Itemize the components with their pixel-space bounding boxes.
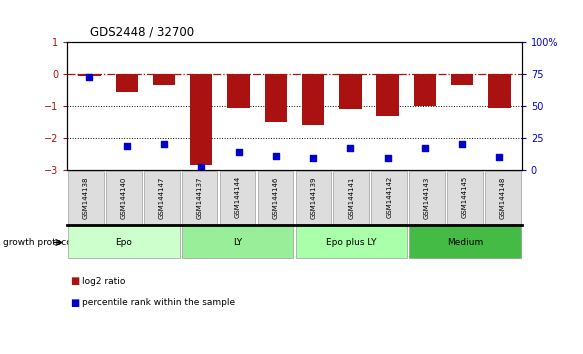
Point [196, 165, 206, 170]
Point [420, 145, 430, 151]
Point [271, 153, 280, 159]
Text: percentile rank within the sample: percentile rank within the sample [82, 298, 235, 307]
Text: GSM144145: GSM144145 [462, 176, 468, 218]
Point [308, 156, 318, 161]
Text: GSM144137: GSM144137 [196, 176, 203, 219]
Bar [115, 74, 138, 92]
Text: ■: ■ [70, 298, 79, 308]
Point [159, 142, 168, 147]
Point [234, 149, 243, 155]
Text: ■: ■ [70, 276, 79, 286]
Text: Epo: Epo [115, 238, 132, 247]
Bar [451, 74, 473, 86]
Text: log2 ratio: log2 ratio [82, 277, 125, 286]
Text: growth protocol: growth protocol [3, 238, 74, 247]
Point [85, 74, 94, 80]
Bar [153, 74, 175, 86]
Text: Medium: Medium [447, 238, 483, 247]
Bar [265, 74, 287, 122]
Text: LY: LY [233, 238, 242, 247]
Text: GSM144139: GSM144139 [310, 176, 317, 219]
Text: GSM144144: GSM144144 [234, 176, 241, 218]
Bar [488, 74, 511, 108]
Text: GSM144143: GSM144143 [424, 176, 430, 218]
Text: GSM144141: GSM144141 [348, 176, 354, 218]
Point [122, 143, 131, 149]
Text: GSM144148: GSM144148 [500, 176, 506, 218]
Text: GSM144142: GSM144142 [386, 176, 392, 218]
Bar [339, 74, 361, 109]
Point [383, 156, 392, 161]
Text: GSM144146: GSM144146 [272, 176, 279, 218]
Bar [78, 74, 101, 76]
Bar [227, 74, 250, 108]
Bar [414, 74, 436, 106]
Text: GSM144147: GSM144147 [159, 176, 165, 218]
Point [346, 145, 355, 151]
Bar [190, 74, 212, 165]
Point [495, 154, 504, 160]
Point [458, 142, 467, 147]
Text: GSM144140: GSM144140 [121, 176, 127, 218]
Bar [302, 74, 324, 125]
Text: GDS2448 / 32700: GDS2448 / 32700 [90, 26, 195, 39]
Bar [377, 74, 399, 116]
Text: Epo plus LY: Epo plus LY [326, 238, 377, 247]
Text: GSM144138: GSM144138 [83, 176, 89, 219]
